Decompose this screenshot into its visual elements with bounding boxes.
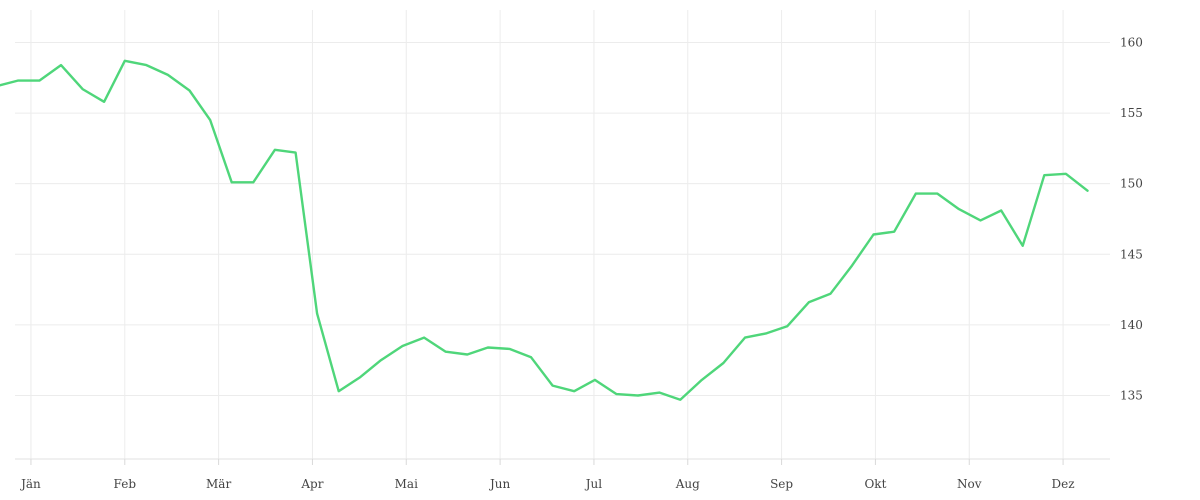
x-axis: Jän Feb Mär Apr Mai Jun Jul Aug Sep Okt Nov Dez [19, 459, 1075, 491]
y-tick-label: 145 [1120, 247, 1143, 261]
y-tick-label: 155 [1120, 106, 1143, 120]
x-tick-label: Mär [206, 477, 231, 491]
x-tick-label: Jul [584, 477, 603, 491]
series-line [0, 59, 1089, 401]
x-tick-label: Mai [395, 477, 418, 491]
x-tick-label: Jän [19, 477, 41, 491]
gridlines [15, 10, 1110, 459]
series-group [0, 59, 1089, 401]
y-axis: 135 140 145 150 155 160 [1120, 35, 1143, 402]
y-tick-label: 135 [1120, 388, 1143, 402]
x-tick-label: Dez [1052, 477, 1075, 491]
y-tick-label: 160 [1120, 35, 1143, 49]
x-tick-label: Sep [770, 477, 793, 491]
x-tick-label: Feb [114, 477, 137, 491]
y-tick-label: 150 [1120, 177, 1143, 191]
x-tick-label: Apr [300, 477, 323, 491]
x-tick-label: Aug [675, 477, 700, 491]
x-tick-label: Jun [488, 477, 511, 491]
y-tick-label: 140 [1120, 318, 1143, 332]
x-tick-label: Nov [957, 477, 982, 491]
x-tick-label: Okt [864, 477, 886, 491]
